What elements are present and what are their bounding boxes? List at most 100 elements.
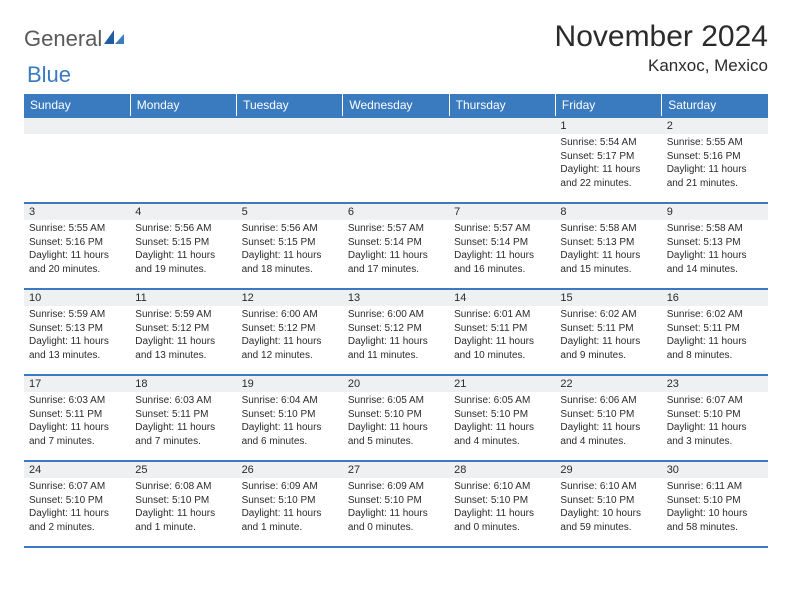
weekday-head: Monday bbox=[130, 94, 236, 117]
daylight-text: Daylight: 11 hours and 22 minutes. bbox=[560, 163, 656, 190]
day-number: 3 bbox=[24, 204, 130, 220]
day-details: Sunrise: 6:11 AMSunset: 5:10 PMDaylight:… bbox=[662, 478, 768, 538]
logo-text-blue: Blue bbox=[27, 62, 71, 88]
sunrise-text: Sunrise: 6:09 AM bbox=[348, 480, 444, 494]
daylight-text: Daylight: 11 hours and 16 minutes. bbox=[454, 249, 550, 276]
day-cell: 26Sunrise: 6:09 AMSunset: 5:10 PMDayligh… bbox=[237, 461, 343, 547]
sunset-text: Sunset: 5:11 PM bbox=[560, 322, 656, 336]
sunrise-text: Sunrise: 6:10 AM bbox=[560, 480, 656, 494]
day-cell bbox=[449, 117, 555, 203]
day-number: 27 bbox=[343, 462, 449, 478]
day-cell: 10Sunrise: 5:59 AMSunset: 5:13 PMDayligh… bbox=[24, 289, 130, 375]
day-number bbox=[130, 118, 236, 134]
day-number bbox=[449, 118, 555, 134]
day-number: 18 bbox=[130, 376, 236, 392]
calendar-body: 1Sunrise: 5:54 AMSunset: 5:17 PMDaylight… bbox=[24, 117, 768, 547]
day-details: Sunrise: 6:07 AMSunset: 5:10 PMDaylight:… bbox=[24, 478, 130, 538]
calendar-page: General November 2024 Kanxoc, Mexico Blu… bbox=[0, 0, 792, 558]
day-cell: 7Sunrise: 5:57 AMSunset: 5:14 PMDaylight… bbox=[449, 203, 555, 289]
day-number: 17 bbox=[24, 376, 130, 392]
sunrise-text: Sunrise: 5:56 AM bbox=[135, 222, 231, 236]
sunrise-text: Sunrise: 5:57 AM bbox=[454, 222, 550, 236]
title-block: November 2024 Kanxoc, Mexico bbox=[555, 20, 768, 76]
day-number bbox=[24, 118, 130, 134]
sunset-text: Sunset: 5:15 PM bbox=[242, 236, 338, 250]
day-cell: 28Sunrise: 6:10 AMSunset: 5:10 PMDayligh… bbox=[449, 461, 555, 547]
weekday-head: Tuesday bbox=[237, 94, 343, 117]
sunset-text: Sunset: 5:13 PM bbox=[560, 236, 656, 250]
sunrise-text: Sunrise: 6:00 AM bbox=[242, 308, 338, 322]
day-details: Sunrise: 6:10 AMSunset: 5:10 PMDaylight:… bbox=[555, 478, 661, 538]
day-cell: 16Sunrise: 6:02 AMSunset: 5:11 PMDayligh… bbox=[662, 289, 768, 375]
day-details: Sunrise: 6:05 AMSunset: 5:10 PMDaylight:… bbox=[343, 392, 449, 452]
sunrise-text: Sunrise: 6:07 AM bbox=[29, 480, 125, 494]
sunrise-text: Sunrise: 6:02 AM bbox=[560, 308, 656, 322]
day-cell: 9Sunrise: 5:58 AMSunset: 5:13 PMDaylight… bbox=[662, 203, 768, 289]
sunset-text: Sunset: 5:10 PM bbox=[454, 494, 550, 508]
day-details: Sunrise: 5:56 AMSunset: 5:15 PMDaylight:… bbox=[130, 220, 236, 280]
sunrise-text: Sunrise: 6:02 AM bbox=[667, 308, 763, 322]
day-details: Sunrise: 5:55 AMSunset: 5:16 PMDaylight:… bbox=[24, 220, 130, 280]
daylight-text: Daylight: 11 hours and 7 minutes. bbox=[135, 421, 231, 448]
sunrise-text: Sunrise: 6:11 AM bbox=[667, 480, 763, 494]
day-details: Sunrise: 6:09 AMSunset: 5:10 PMDaylight:… bbox=[237, 478, 343, 538]
logo: General bbox=[24, 26, 126, 52]
sunrise-text: Sunrise: 5:55 AM bbox=[29, 222, 125, 236]
day-cell: 18Sunrise: 6:03 AMSunset: 5:11 PMDayligh… bbox=[130, 375, 236, 461]
day-number: 2 bbox=[662, 118, 768, 134]
calendar-head: Sunday Monday Tuesday Wednesday Thursday… bbox=[24, 94, 768, 117]
sunset-text: Sunset: 5:10 PM bbox=[29, 494, 125, 508]
sunrise-text: Sunrise: 5:58 AM bbox=[667, 222, 763, 236]
daylight-text: Daylight: 11 hours and 18 minutes. bbox=[242, 249, 338, 276]
day-cell: 24Sunrise: 6:07 AMSunset: 5:10 PMDayligh… bbox=[24, 461, 130, 547]
day-cell: 25Sunrise: 6:08 AMSunset: 5:10 PMDayligh… bbox=[130, 461, 236, 547]
daylight-text: Daylight: 11 hours and 13 minutes. bbox=[135, 335, 231, 362]
daylight-text: Daylight: 11 hours and 19 minutes. bbox=[135, 249, 231, 276]
day-details: Sunrise: 5:59 AMSunset: 5:12 PMDaylight:… bbox=[130, 306, 236, 366]
day-number: 26 bbox=[237, 462, 343, 478]
day-cell: 23Sunrise: 6:07 AMSunset: 5:10 PMDayligh… bbox=[662, 375, 768, 461]
daylight-text: Daylight: 10 hours and 59 minutes. bbox=[560, 507, 656, 534]
sunset-text: Sunset: 5:17 PM bbox=[560, 150, 656, 164]
sunset-text: Sunset: 5:10 PM bbox=[667, 494, 763, 508]
day-number: 4 bbox=[130, 204, 236, 220]
day-number: 22 bbox=[555, 376, 661, 392]
day-number: 20 bbox=[343, 376, 449, 392]
day-number: 11 bbox=[130, 290, 236, 306]
logo-sail-icon bbox=[104, 28, 126, 51]
weekday-head: Wednesday bbox=[343, 94, 449, 117]
day-number: 16 bbox=[662, 290, 768, 306]
day-cell: 3Sunrise: 5:55 AMSunset: 5:16 PMDaylight… bbox=[24, 203, 130, 289]
daylight-text: Daylight: 11 hours and 1 minute. bbox=[242, 507, 338, 534]
day-cell: 19Sunrise: 6:04 AMSunset: 5:10 PMDayligh… bbox=[237, 375, 343, 461]
day-cell: 27 Sunrise: 6:09 AMSunset: 5:10 PMDayligh… bbox=[343, 461, 449, 547]
day-number: 12 bbox=[237, 290, 343, 306]
sunset-text: Sunset: 5:16 PM bbox=[29, 236, 125, 250]
day-cell: 6Sunrise: 5:57 AMSunset: 5:14 PMDaylight… bbox=[343, 203, 449, 289]
day-cell: 13Sunrise: 6:00 AMSunset: 5:12 PMDayligh… bbox=[343, 289, 449, 375]
day-cell: 12Sunrise: 6:00 AMSunset: 5:12 PMDayligh… bbox=[237, 289, 343, 375]
daylight-text: Daylight: 11 hours and 2 minutes. bbox=[29, 507, 125, 534]
day-cell: 22Sunrise: 6:06 AMSunset: 5:10 PMDayligh… bbox=[555, 375, 661, 461]
location-label: Kanxoc, Mexico bbox=[555, 56, 768, 76]
day-details: Sunrise: 6:01 AMSunset: 5:11 PMDaylight:… bbox=[449, 306, 555, 366]
daylight-text: Daylight: 11 hours and 12 minutes. bbox=[242, 335, 338, 362]
sunset-text: Sunset: 5:10 PM bbox=[348, 494, 444, 508]
daylight-text: Daylight: 11 hours and 0 minutes. bbox=[348, 507, 444, 534]
day-cell: 30Sunrise: 6:11 AMSunset: 5:10 PMDayligh… bbox=[662, 461, 768, 547]
day-number: 13 bbox=[343, 290, 449, 306]
day-number: 8 bbox=[555, 204, 661, 220]
sunrise-text: Sunrise: 6:01 AM bbox=[454, 308, 550, 322]
daylight-text: Daylight: 11 hours and 8 minutes. bbox=[667, 335, 763, 362]
day-number: 9 bbox=[662, 204, 768, 220]
sunrise-text: Sunrise: 6:06 AM bbox=[560, 394, 656, 408]
sunrise-text: Sunrise: 6:05 AM bbox=[454, 394, 550, 408]
day-number: 10 bbox=[24, 290, 130, 306]
day-cell: 20Sunrise: 6:05 AMSunset: 5:10 PMDayligh… bbox=[343, 375, 449, 461]
daylight-text: Daylight: 11 hours and 5 minutes. bbox=[348, 421, 444, 448]
sunrise-text: Sunrise: 5:57 AM bbox=[348, 222, 444, 236]
weekday-head: Sunday bbox=[24, 94, 130, 117]
day-number: 29 bbox=[555, 462, 661, 478]
day-details: Sunrise: 6:08 AMSunset: 5:10 PMDaylight:… bbox=[130, 478, 236, 538]
weekday-head: Friday bbox=[555, 94, 661, 117]
